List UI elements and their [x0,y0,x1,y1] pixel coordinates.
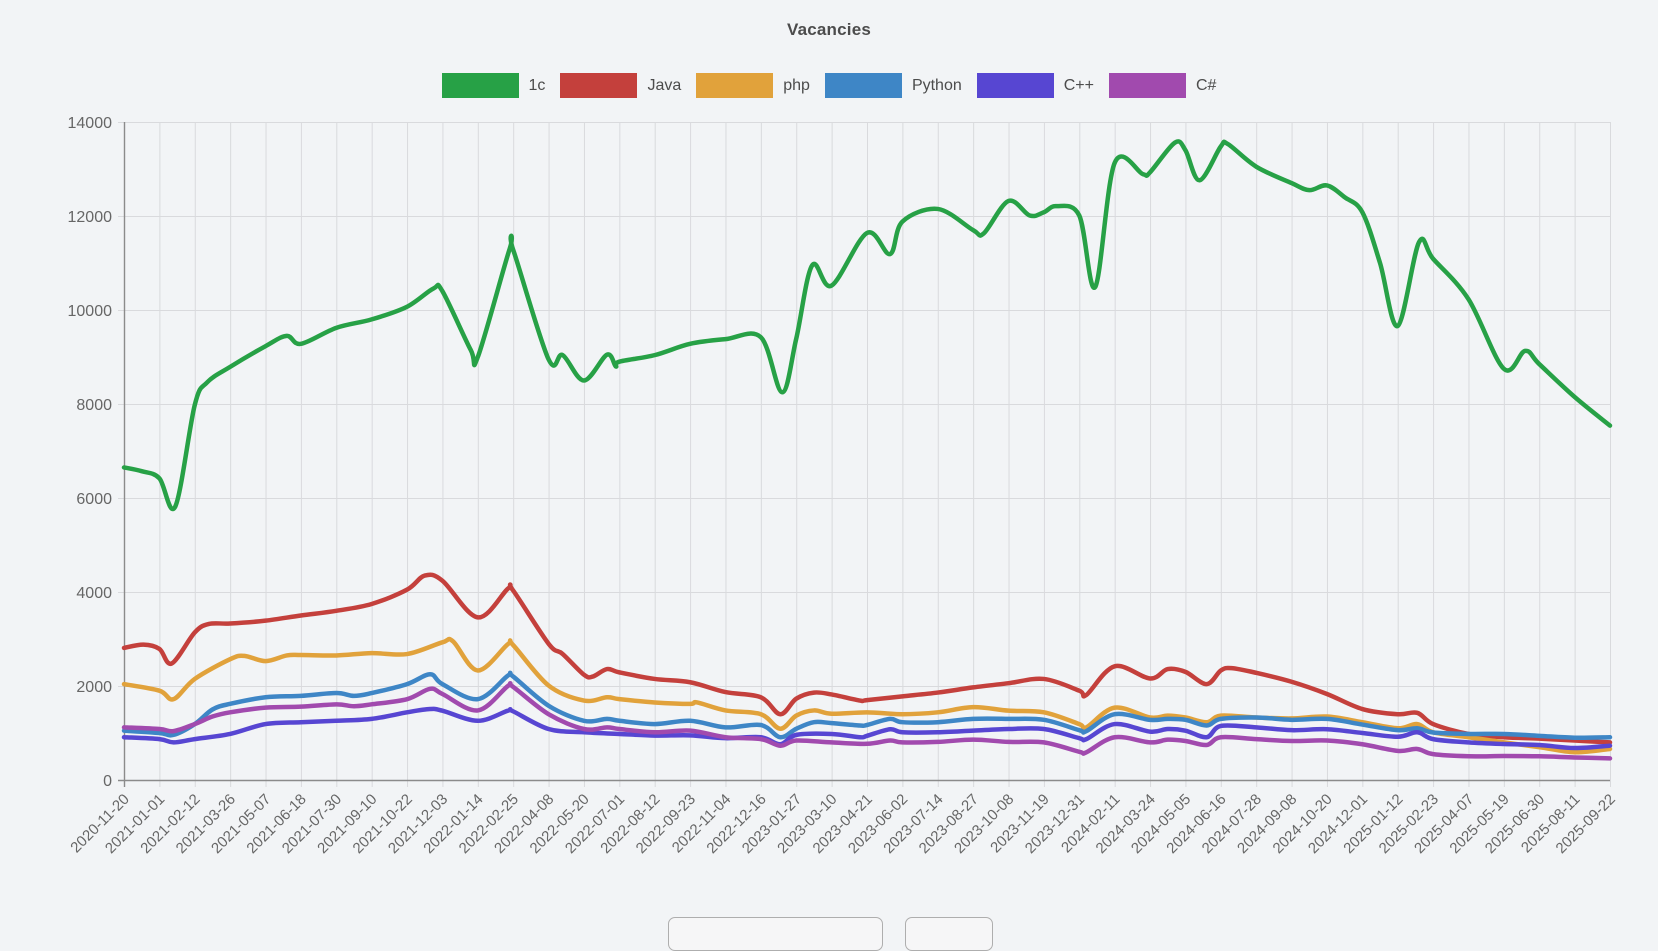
legend-label: 1c [528,76,546,94]
legend-label: Python [911,76,962,94]
legend-item-php[interactable]: php [696,73,810,98]
svg-text:2000: 2000 [76,679,112,696]
legend-label: C# [1196,76,1217,94]
legend-swatch-C# [1109,73,1186,98]
legend-swatch-1c [441,73,519,98]
legend: 1c Java php Python C++ C# [0,73,1658,98]
grid [118,122,1611,787]
legend-label: Java [647,76,682,94]
legend-item-C++[interactable]: C++ [976,73,1094,98]
legend-swatch-Python [824,73,902,98]
svg-text:12000: 12000 [68,209,113,226]
svg-text:14000: 14000 [68,115,113,132]
svg-text:6000: 6000 [76,491,112,508]
legend-item-Python[interactable]: Python [824,73,962,98]
legend-swatch-php [696,73,774,98]
bottom-button-small[interactable] [905,917,993,951]
line-php [121,636,1613,755]
svg-text:10000: 10000 [68,303,113,320]
legend-item-1c[interactable]: 1c [441,73,546,98]
legend-label: php [783,76,810,94]
axes [118,122,1610,787]
y-axis-labels: 0 2000 4000 6000 8000 10000 12000 14000 [68,115,113,790]
line-1c [121,139,1613,512]
svg-text:0: 0 [103,773,112,790]
line-Python [121,670,1613,741]
legend-swatch-C++ [976,73,1054,98]
x-axis-labels: 2020-11-202021-01-012021-02-122021-03-26… [67,791,1618,857]
series-lines [121,139,1613,761]
chart-title: Vacancies [786,20,872,39]
line-C++ [121,706,1613,751]
svg-text:4000: 4000 [76,585,112,602]
svg-text:8000: 8000 [76,397,112,414]
legend-item-Java[interactable]: Java [560,73,681,98]
legend-item-C#[interactable]: C# [1109,73,1216,98]
chart-canvas[interactable]: 0 2000 4000 6000 8000 10000 12000 14000 2020-11-… [0,0,1658,926]
bottom-button-wide[interactable] [668,917,883,951]
line-Java [121,572,1613,745]
legend-swatch-Java [560,73,638,98]
legend-label: C++ [1063,76,1094,94]
line-C# [121,680,1613,761]
